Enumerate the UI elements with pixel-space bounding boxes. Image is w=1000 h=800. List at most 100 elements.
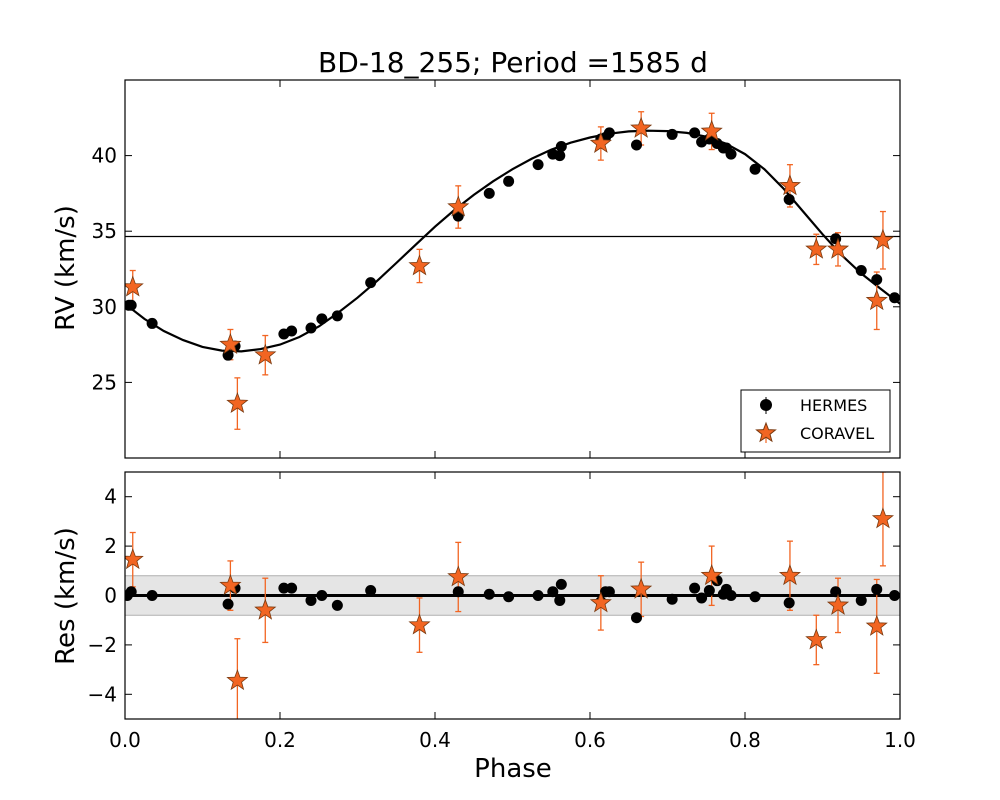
res-plot-area bbox=[125, 472, 900, 719]
hermes-point bbox=[305, 594, 317, 606]
y-tick-label: −4 bbox=[88, 682, 117, 706]
hermes-point bbox=[749, 591, 761, 603]
coravel-point bbox=[826, 593, 850, 615]
y-tick-label: −2 bbox=[88, 633, 117, 657]
hermes-point bbox=[783, 193, 795, 205]
x-axis-label: Phase bbox=[474, 754, 552, 784]
legend-hermes-label: HERMES bbox=[800, 396, 867, 415]
y-tick-label: 4 bbox=[104, 485, 117, 509]
hermes-point bbox=[555, 141, 567, 153]
coravel-point bbox=[778, 564, 801, 586]
y-tick-label: 25 bbox=[92, 370, 117, 394]
hermes-point bbox=[631, 612, 642, 624]
hermes-point bbox=[503, 591, 515, 603]
hermes-point bbox=[855, 594, 867, 606]
hermes-point bbox=[452, 586, 464, 598]
hermes-point bbox=[830, 586, 842, 598]
hermes-point bbox=[146, 590, 158, 601]
x-tick-label: 0.0 bbox=[109, 728, 141, 752]
hermes-point bbox=[222, 598, 234, 610]
coravel-point bbox=[226, 669, 249, 691]
hermes-point bbox=[871, 274, 883, 286]
coravel-point bbox=[630, 577, 653, 599]
legend-coravel-marker bbox=[755, 421, 777, 443]
coravel-point bbox=[871, 507, 894, 529]
coravel-point bbox=[826, 237, 850, 259]
hermes-point bbox=[631, 139, 642, 151]
hermes-point bbox=[689, 127, 701, 139]
hermes-point bbox=[331, 599, 343, 611]
hermes-point bbox=[532, 159, 544, 171]
coravel-point bbox=[805, 628, 828, 650]
hermes-point bbox=[889, 292, 900, 304]
hermes-point bbox=[316, 313, 328, 325]
coravel-point bbox=[865, 614, 888, 636]
chart-title: BD-18_255; Period =1585 d bbox=[318, 46, 708, 79]
hermes-point bbox=[855, 265, 867, 277]
hermes-point bbox=[365, 277, 377, 289]
x-tick-label: 0.4 bbox=[419, 728, 451, 752]
coravel-point bbox=[865, 289, 888, 311]
orbit-model-curve bbox=[125, 129, 900, 353]
hermes-point bbox=[725, 148, 737, 160]
y-tick-label: 2 bbox=[104, 534, 117, 558]
coravel-point bbox=[219, 332, 242, 355]
hermes-point bbox=[125, 586, 137, 598]
hermes-point bbox=[703, 585, 715, 597]
coravel-point bbox=[447, 195, 470, 217]
hermes-point bbox=[305, 322, 317, 334]
rv-frame bbox=[124, 79, 901, 459]
hermes-point bbox=[286, 325, 298, 337]
hermes-point bbox=[603, 586, 615, 598]
res-y-axis-label: Res (km/s) bbox=[51, 527, 81, 665]
hermes-point bbox=[483, 588, 495, 600]
coravel-point bbox=[778, 174, 801, 196]
coravel-point bbox=[226, 391, 249, 414]
rv-y-axis-label: RV (km/s) bbox=[51, 205, 81, 331]
coravel-point bbox=[589, 591, 612, 613]
hermes-point bbox=[603, 127, 615, 139]
hermes-point bbox=[666, 128, 678, 140]
coravel-point bbox=[254, 343, 277, 365]
coravel-point bbox=[408, 254, 431, 276]
hermes-point bbox=[483, 187, 495, 199]
hermes-point bbox=[532, 590, 544, 601]
legend: HERMES CORAVEL bbox=[740, 389, 891, 453]
hermes-point bbox=[554, 150, 566, 162]
legend-hermes-marker bbox=[760, 399, 772, 411]
coravel-point bbox=[805, 237, 828, 259]
hermes-point bbox=[555, 578, 567, 590]
x-tick-label: 0.8 bbox=[729, 728, 761, 752]
coravel-point bbox=[447, 565, 470, 587]
hermes-point bbox=[749, 163, 761, 175]
y-tick-label: 0 bbox=[104, 584, 117, 608]
hermes-point bbox=[278, 582, 290, 594]
legend-coravel-label: CORAVEL bbox=[800, 424, 874, 443]
hermes-point bbox=[365, 585, 377, 597]
hermes-point bbox=[689, 582, 701, 594]
coravel-point bbox=[408, 613, 431, 635]
hermes-point bbox=[547, 586, 559, 598]
coravel-point bbox=[871, 228, 894, 250]
coravel-point bbox=[589, 131, 612, 153]
x-tick-label: 0.2 bbox=[264, 728, 296, 752]
hermes-point bbox=[554, 594, 566, 606]
hermes-point bbox=[503, 175, 515, 187]
residual-panel: 0.0 0.2 0.4 0.6 0.8 1.0 −4 −2 0 2 4 bbox=[88, 471, 916, 752]
hermes-point bbox=[125, 299, 137, 311]
x-tick-label: 0.6 bbox=[574, 728, 606, 752]
hermes-point bbox=[871, 583, 883, 595]
y-tick-label: 40 bbox=[92, 144, 117, 168]
hermes-point bbox=[286, 582, 298, 594]
hermes-point bbox=[696, 592, 708, 604]
hermes-point bbox=[331, 310, 343, 322]
y-tick-label: 30 bbox=[92, 295, 117, 319]
y-tick-label: 35 bbox=[92, 219, 117, 243]
hermes-point bbox=[783, 597, 795, 609]
rv-panel: 25 30 35 40 bbox=[92, 79, 901, 459]
hermes-point bbox=[725, 590, 737, 601]
coravel-point bbox=[219, 573, 242, 596]
x-tick-label: 1.0 bbox=[884, 728, 916, 752]
hermes-point bbox=[666, 593, 678, 605]
